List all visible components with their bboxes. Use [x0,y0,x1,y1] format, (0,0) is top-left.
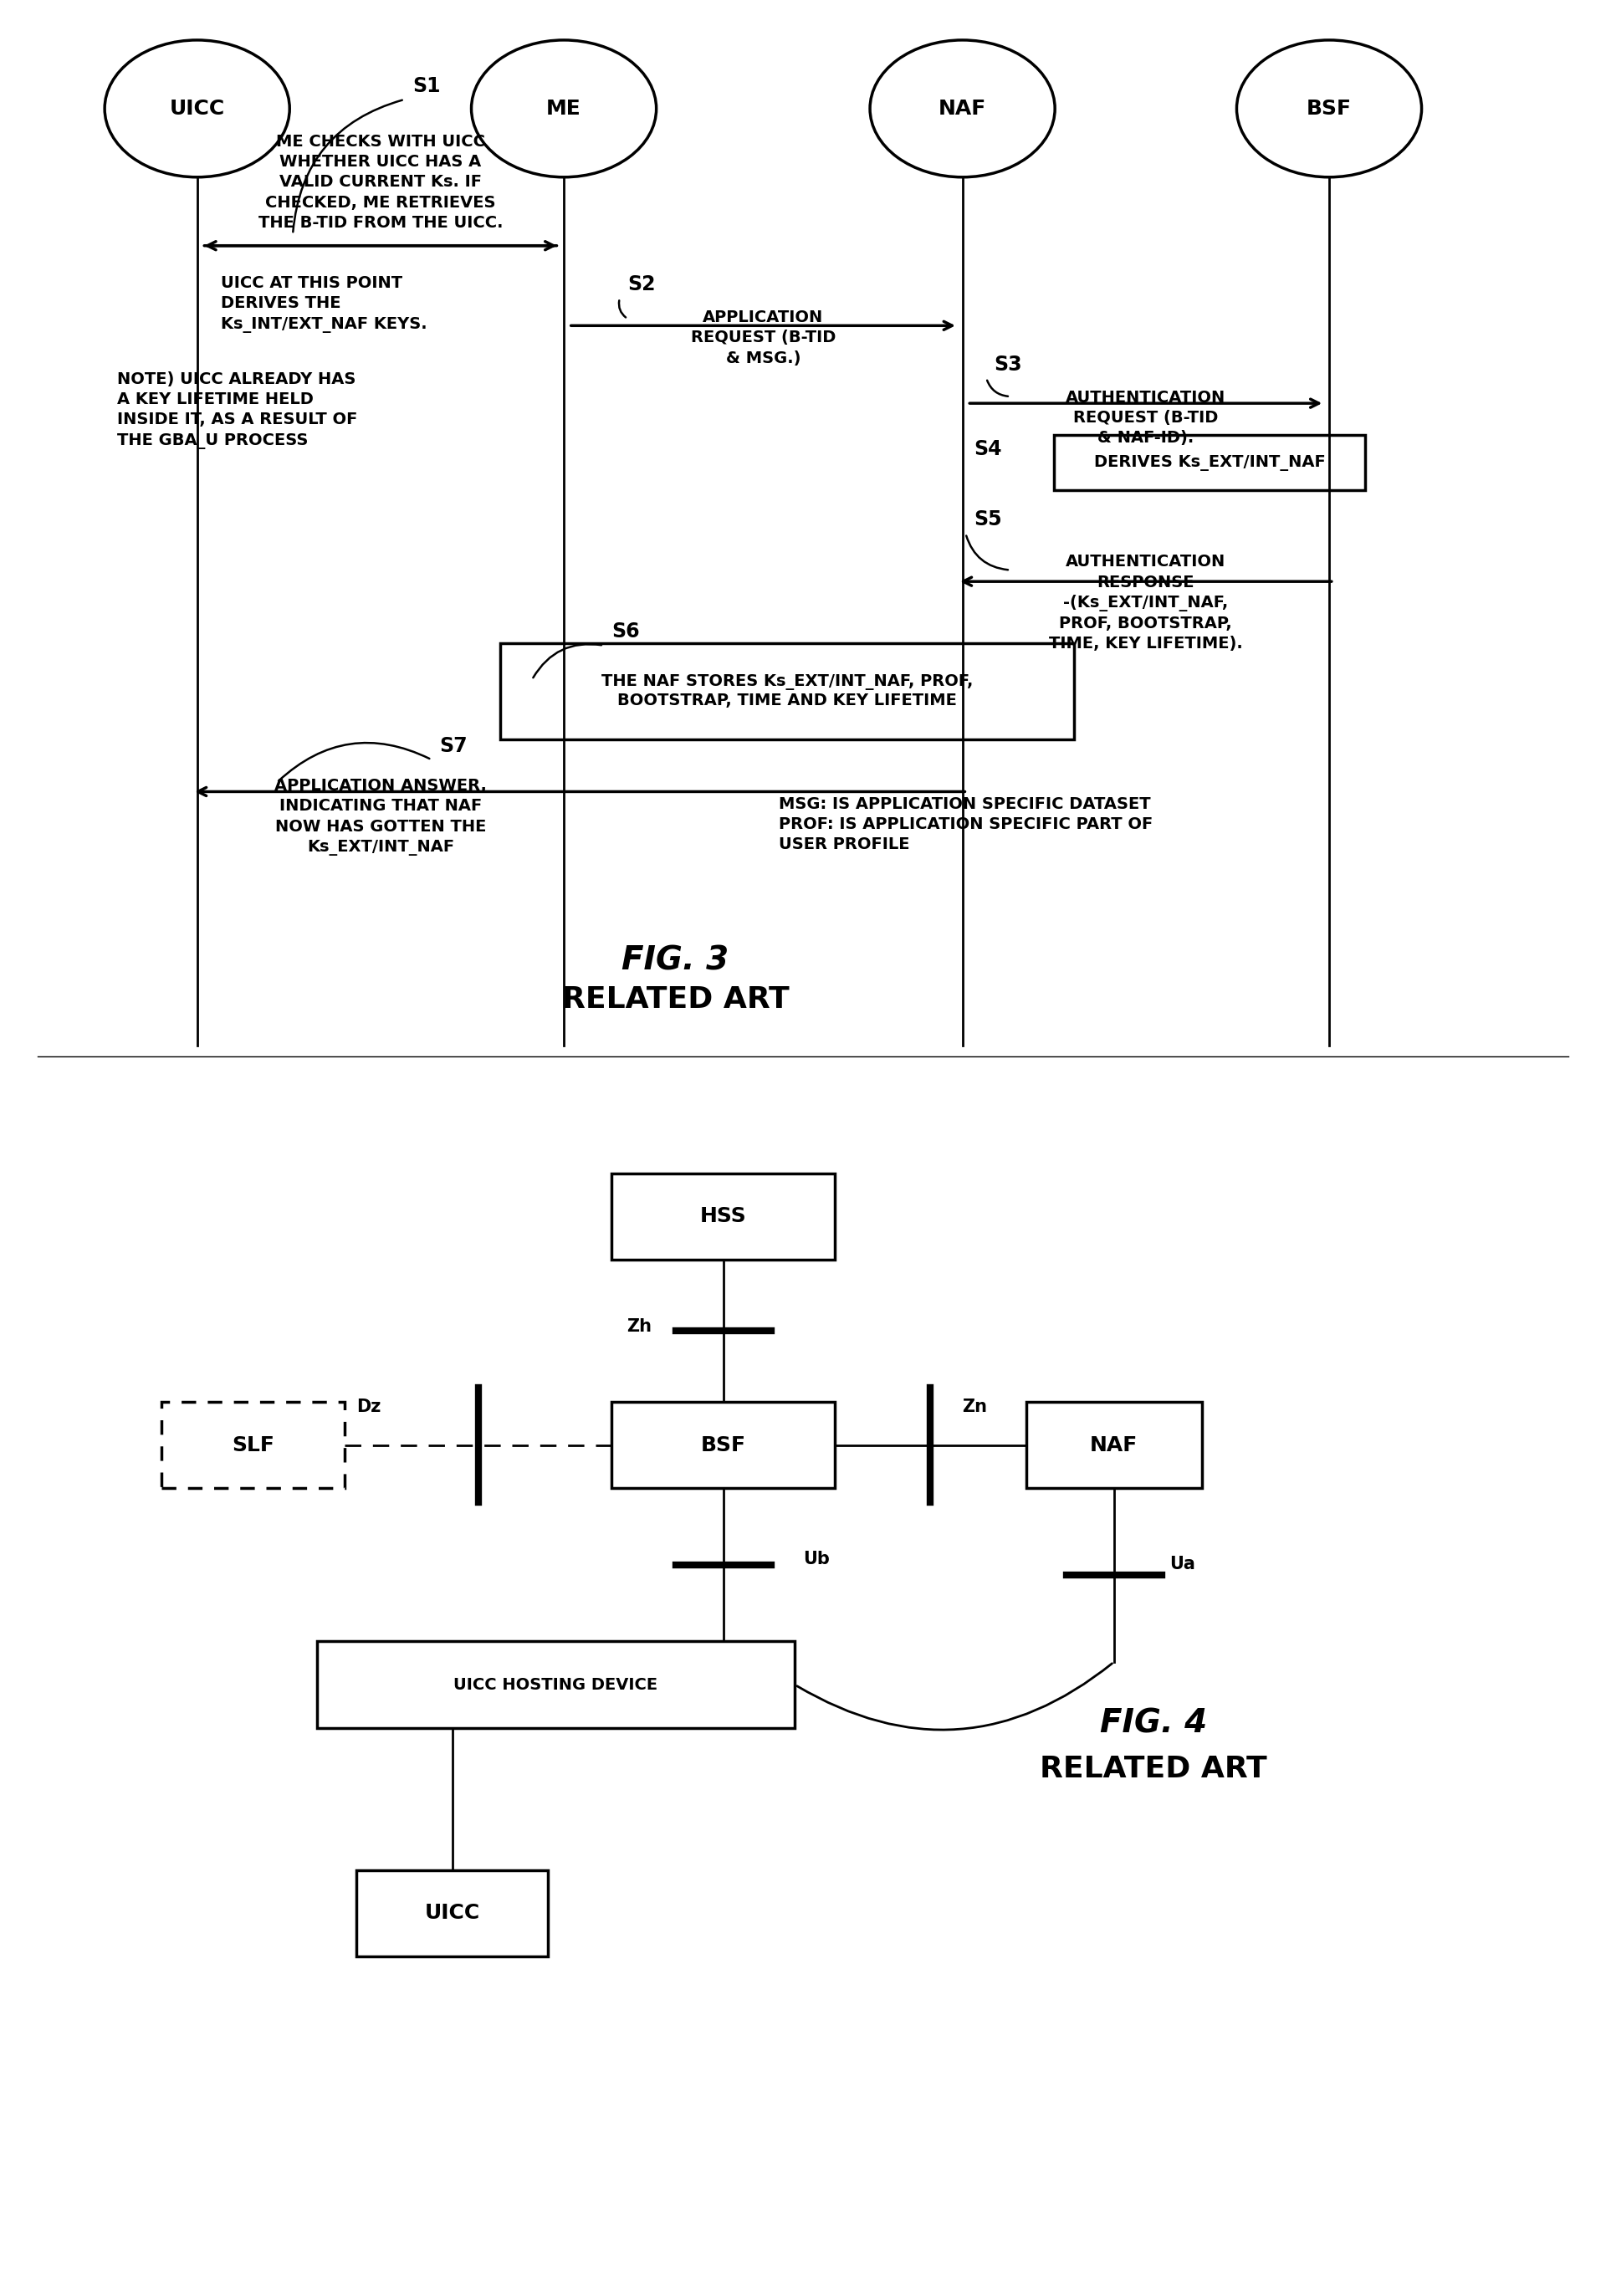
Text: APPLICATION ANSWER,
INDICATING THAT NAF
NOW HAS GOTTEN THE
Ks_EXT/INT_NAF: APPLICATION ANSWER, INDICATING THAT NAF … [275,778,487,856]
Bar [161,1401,345,1488]
Text: Ua: Ua [1169,1554,1195,1573]
Bar [612,1173,835,1261]
Text: Dz: Dz [357,1398,381,1414]
Text: AUTHENTICATION
REQUEST (B-TID
& NAF-ID).: AUTHENTICATION REQUEST (B-TID & NAF-ID). [1066,390,1225,445]
Text: S1: S1 [413,76,440,96]
Bar [499,643,1074,739]
Text: S7: S7 [440,737,467,755]
Text: FIG. 3: FIG. 3 [622,944,729,976]
Text: UICC: UICC [424,1903,480,1924]
Text: Zh: Zh [626,1318,652,1334]
Text: HSS: HSS [700,1205,747,1226]
Text: SLF: SLF [231,1435,275,1456]
Bar [316,1642,795,1729]
Text: AUTHENTICATION
RESPONSE
-(Ks_EXT/INT_NAF,
PROF, BOOTSTRAP,
TIME, KEY LIFETIME).: AUTHENTICATION RESPONSE -(Ks_EXT/INT_NAF… [1049,553,1243,652]
Text: UICC AT THIS POINT
DERIVES THE
Ks_INT/EXT_NAF KEYS.: UICC AT THIS POINT DERIVES THE Ks_INT/EX… [222,276,427,333]
Text: ME CHECKS WITH UICC
WHETHER UICC HAS A
VALID CURRENT Ks. IF
CHECKED, ME RETRIEVE: ME CHECKS WITH UICC WHETHER UICC HAS A V… [259,133,503,232]
Bar [612,1401,835,1488]
Text: NAF: NAF [1090,1435,1137,1456]
Text: UICC HOSTING DEVICE: UICC HOSTING DEVICE [454,1676,658,1692]
Text: DERIVES Ks_EXT/INT_NAF: DERIVES Ks_EXT/INT_NAF [1094,455,1325,471]
Text: RELATED ART: RELATED ART [562,985,789,1015]
Text: S5: S5 [973,510,1002,530]
Text: BSF: BSF [1307,99,1352,119]
Text: APPLICATION
REQUEST (B-TID
& MSG.): APPLICATION REQUEST (B-TID & MSG.) [691,310,835,365]
Text: S4: S4 [973,439,1002,459]
Text: THE NAF STORES Ks_EXT/INT_NAF, PROF,
BOOTSTRAP, TIME AND KEY LIFETIME: THE NAF STORES Ks_EXT/INT_NAF, PROF, BOO… [601,675,973,707]
Text: BSF: BSF [700,1435,745,1456]
Text: S6: S6 [612,622,639,643]
Text: NAF: NAF [938,99,986,119]
Bar [1054,436,1365,489]
Bar [357,1869,548,1956]
Text: RELATED ART: RELATED ART [1041,1754,1267,1784]
Text: FIG. 4: FIG. 4 [1100,1708,1208,1740]
Text: NOTE) UICC ALREADY HAS
A KEY LIFETIME HELD
INSIDE IT, AS A RESULT OF
THE GBA_U P: NOTE) UICC ALREADY HAS A KEY LIFETIME HE… [117,372,358,450]
Text: ME: ME [546,99,581,119]
Text: S2: S2 [628,276,655,294]
Text: UICC: UICC [169,99,225,119]
Text: MSG: IS APPLICATION SPECIFIC DATASET
PROF: IS APPLICATION SPECIFIC PART OF
USER : MSG: IS APPLICATION SPECIFIC DATASET PRO… [779,797,1153,852]
Text: S3: S3 [994,354,1023,374]
Text: Ub: Ub [803,1550,830,1568]
Bar [1026,1401,1201,1488]
Text: Zn: Zn [962,1398,988,1414]
